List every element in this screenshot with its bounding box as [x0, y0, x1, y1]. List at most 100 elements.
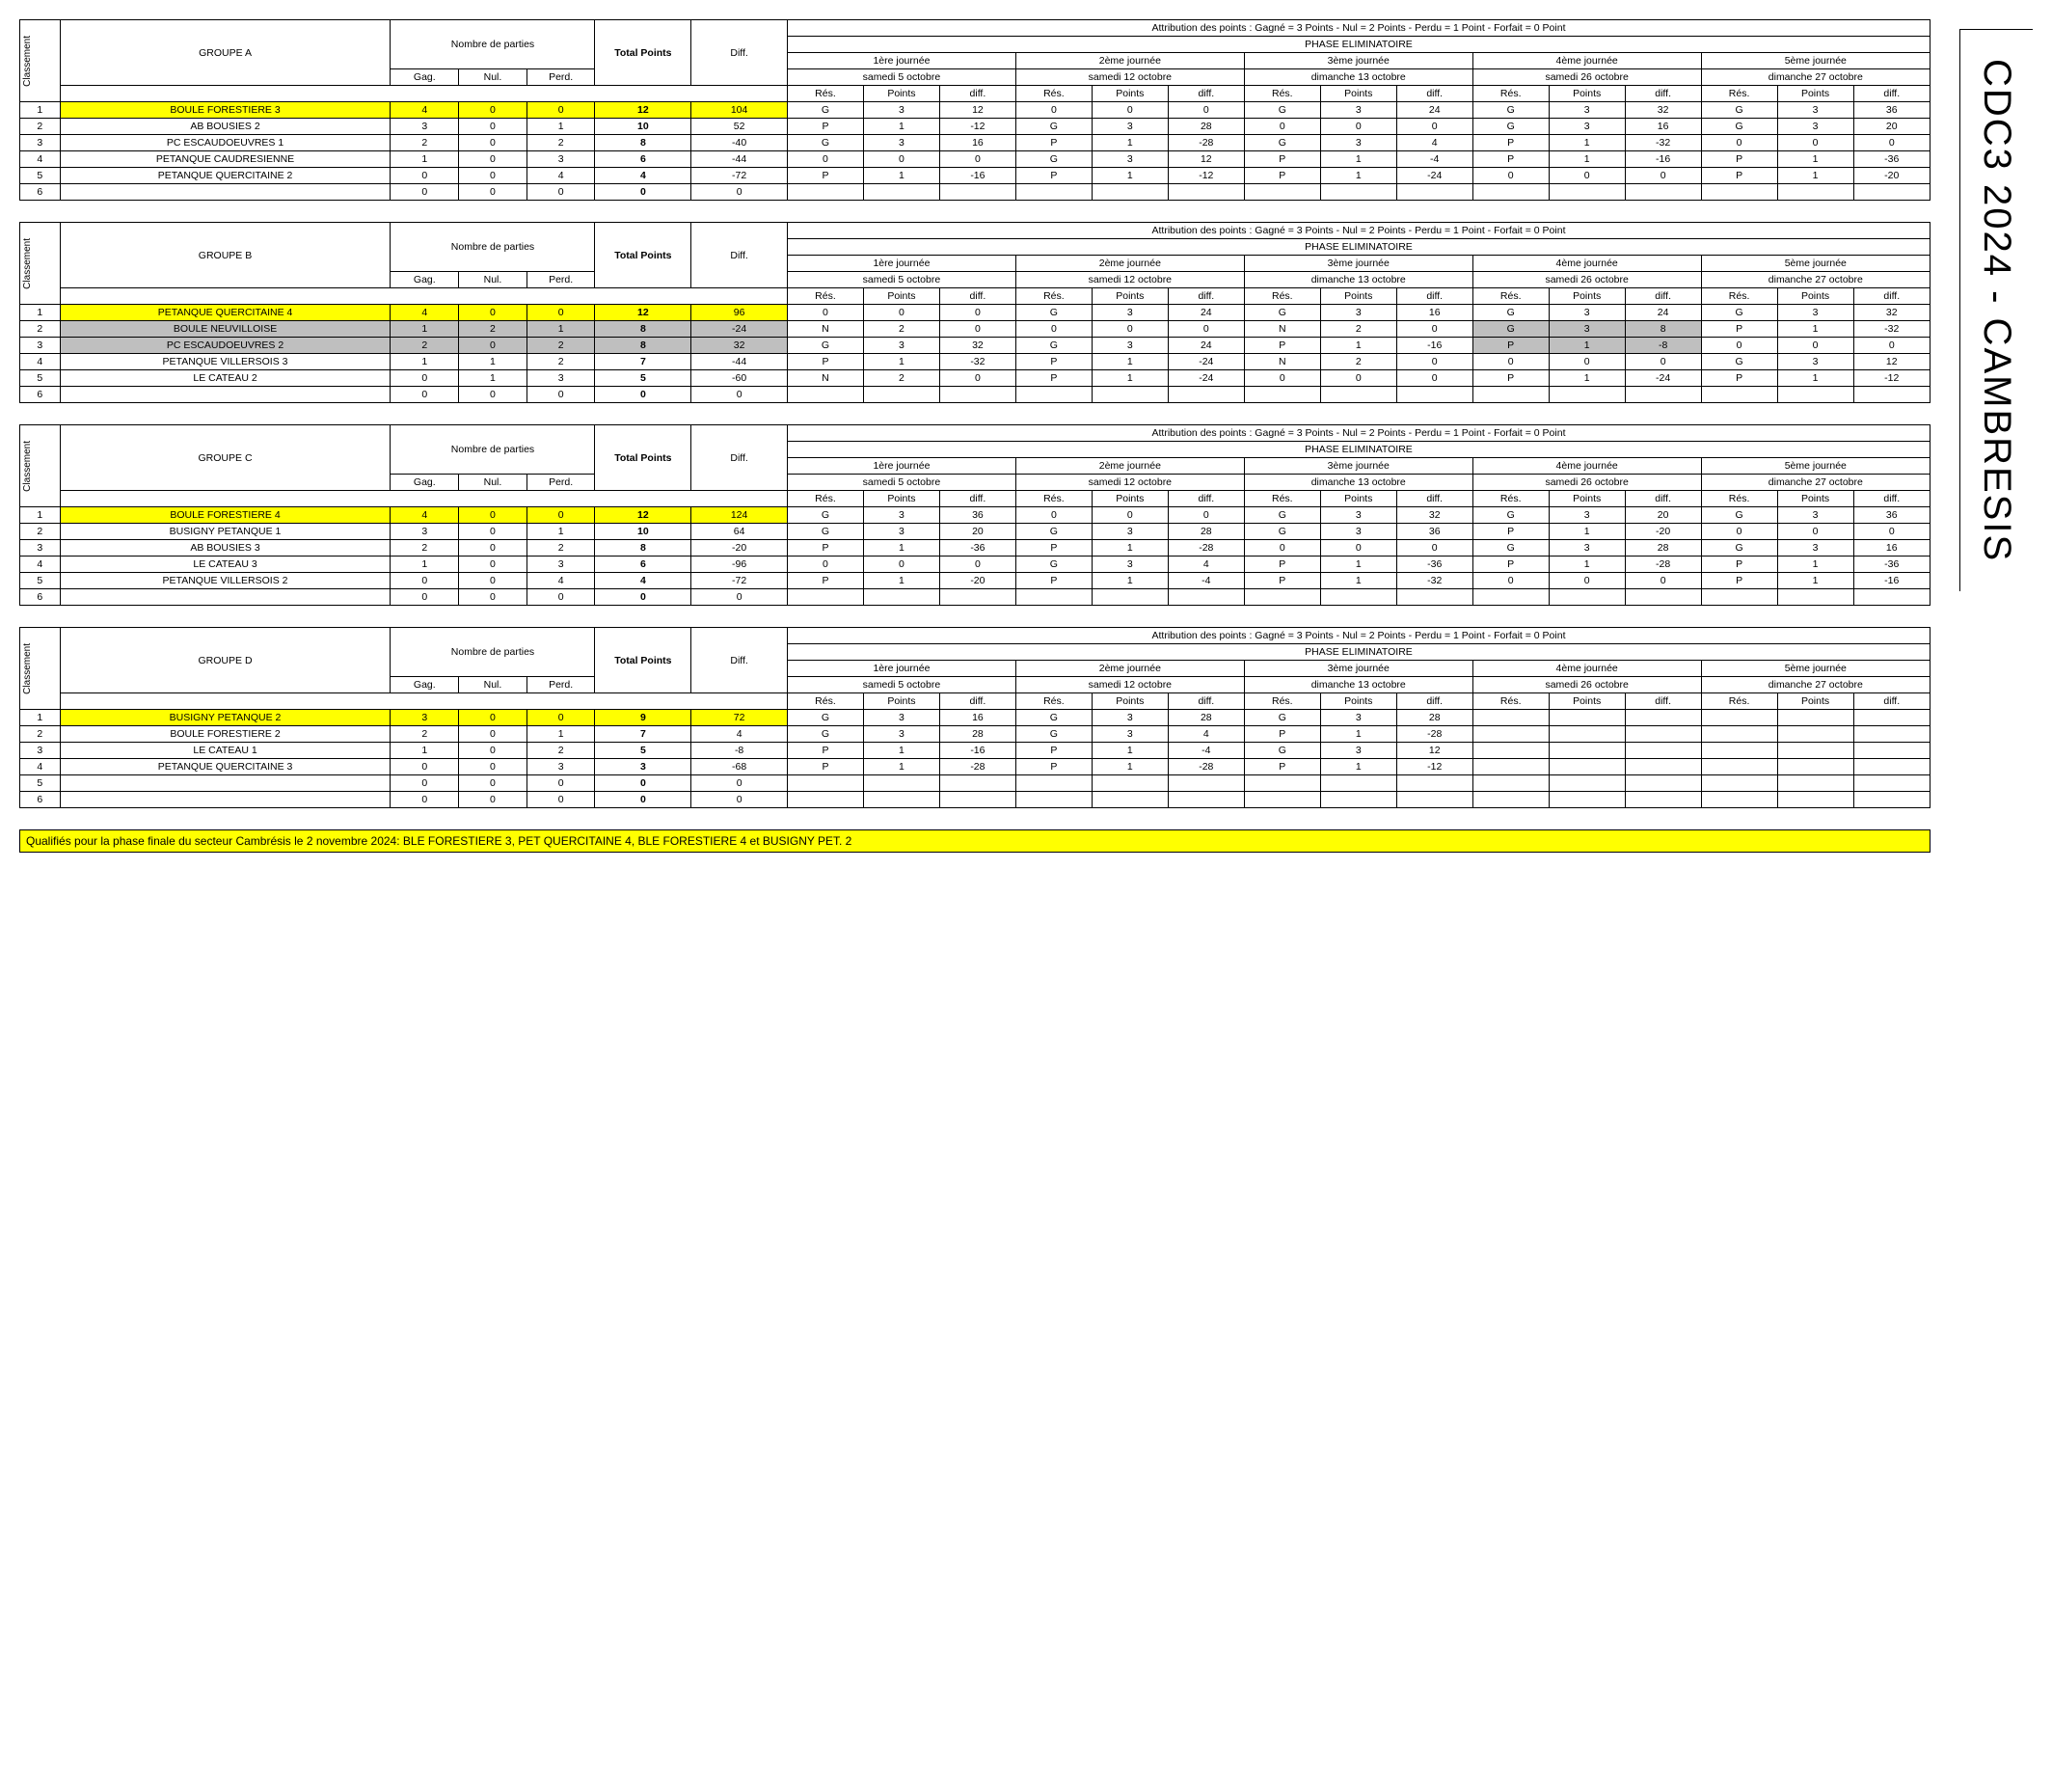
rank-cell: 5 [20, 775, 61, 792]
team-cell: PETANQUE QUERCITAINE 2 [60, 168, 391, 184]
res-cell: G [787, 507, 863, 524]
pts-cell: 3 [1549, 119, 1625, 135]
res-cell: P [1472, 370, 1549, 387]
res-cell: 0 [1015, 321, 1092, 338]
res-cell [1015, 387, 1092, 403]
res-cell: G [1244, 507, 1320, 524]
res-cell: G [1701, 305, 1777, 321]
diff-sub-header: diff. [939, 693, 1015, 710]
res-cell: G [1015, 557, 1092, 573]
pts-cell: 3 [1549, 540, 1625, 557]
classement-header: Classement [20, 20, 61, 102]
jdiff-cell: 28 [1396, 710, 1472, 726]
total-cell: 6 [595, 557, 691, 573]
total-cell: 5 [595, 370, 691, 387]
pts-cell: 3 [863, 102, 939, 119]
total-cell: 0 [595, 184, 691, 201]
res-cell: G [1701, 119, 1777, 135]
gag-cell: 2 [391, 726, 459, 743]
diff-header: Diff. [691, 223, 788, 288]
pts-cell [1549, 743, 1625, 759]
res-cell [787, 775, 863, 792]
res-cell: 0 [1244, 540, 1320, 557]
points-header: Points [863, 288, 939, 305]
date-header: samedi 5 octobre [787, 475, 1015, 491]
jdiff-cell: -16 [1396, 338, 1472, 354]
team-cell [60, 589, 391, 606]
gag-cell: 3 [391, 710, 459, 726]
jdiff-cell: 4 [1396, 135, 1472, 151]
journee-header: 2ème journée [1015, 53, 1244, 69]
jdiff-cell: -36 [1396, 557, 1472, 573]
res-cell: G [1244, 102, 1320, 119]
perd-cell: 0 [526, 775, 595, 792]
jdiff-cell: 36 [1853, 507, 1930, 524]
res-header: Rés. [1472, 288, 1549, 305]
journee-header: 5ème journée [1701, 53, 1930, 69]
jdiff-cell: 4 [1168, 726, 1244, 743]
res-cell: P [1244, 573, 1320, 589]
points-header: Points [1549, 693, 1625, 710]
date-header: samedi 26 octobre [1472, 677, 1701, 693]
diff-cell: 0 [691, 184, 788, 201]
diff-sub-header: diff. [939, 491, 1015, 507]
jdiff-cell [1853, 743, 1930, 759]
team-cell: PETANQUE VILLERSOIS 2 [60, 573, 391, 589]
team-cell: AB BOUSIES 3 [60, 540, 391, 557]
diff-sub-header: diff. [1853, 86, 1930, 102]
jdiff-cell: -24 [1625, 370, 1701, 387]
res-cell: G [1244, 710, 1320, 726]
table-row: 5PETANQUE QUERCITAINE 20044-72P1-16P1-12… [20, 168, 1930, 184]
jdiff-cell: 0 [1396, 321, 1472, 338]
res-cell [1244, 775, 1320, 792]
res-cell [1472, 759, 1549, 775]
nul-cell: 0 [459, 792, 527, 808]
res-cell: G [1244, 135, 1320, 151]
res-cell [1015, 775, 1092, 792]
total-cell: 5 [595, 743, 691, 759]
diff-sub-header: diff. [1168, 288, 1244, 305]
points-header: Points [1549, 86, 1625, 102]
qualification-footer: Qualifiés pour la phase finale du secteu… [19, 829, 1930, 853]
jdiff-cell: 20 [1625, 507, 1701, 524]
total-points-header: Total Points [595, 223, 691, 288]
perd-header: Perd. [526, 475, 595, 491]
pts-cell [1549, 387, 1625, 403]
gag-header: Gag. [391, 475, 459, 491]
total-cell: 6 [595, 151, 691, 168]
rank-cell: 1 [20, 507, 61, 524]
date-header: dimanche 13 octobre [1244, 677, 1472, 693]
jdiff-cell: 0 [1853, 338, 1930, 354]
pts-cell: 3 [863, 524, 939, 540]
journee-header: 1ère journée [787, 256, 1015, 272]
nul-header: Nul. [459, 272, 527, 288]
perd-cell: 2 [526, 135, 595, 151]
jdiff-cell [1625, 589, 1701, 606]
jdiff-cell [939, 387, 1015, 403]
nul-cell: 0 [459, 507, 527, 524]
nul-header: Nul. [459, 475, 527, 491]
journee-header: 2ème journée [1015, 256, 1244, 272]
nul-cell: 0 [459, 184, 527, 201]
res-header: Rés. [1701, 288, 1777, 305]
pts-cell [863, 184, 939, 201]
res-cell: G [1015, 726, 1092, 743]
pts-cell: 1 [1549, 557, 1625, 573]
total-cell: 12 [595, 305, 691, 321]
jdiff-cell: -12 [1168, 168, 1244, 184]
pts-cell: 3 [1320, 743, 1396, 759]
perd-cell: 1 [526, 726, 595, 743]
pts-cell: 1 [1777, 168, 1853, 184]
res-cell: G [787, 135, 863, 151]
team-cell: BOULE FORESTIERE 3 [60, 102, 391, 119]
jdiff-cell [1396, 792, 1472, 808]
date-header: samedi 12 octobre [1015, 69, 1244, 86]
res-header: Rés. [787, 693, 863, 710]
team-cell: PC ESCAUDOEUVRES 1 [60, 135, 391, 151]
res-cell: P [1701, 573, 1777, 589]
res-cell: P [1244, 168, 1320, 184]
team-cell [60, 792, 391, 808]
pts-cell: 0 [1549, 573, 1625, 589]
date-header: samedi 5 octobre [787, 272, 1015, 288]
jdiff-cell [1853, 710, 1930, 726]
